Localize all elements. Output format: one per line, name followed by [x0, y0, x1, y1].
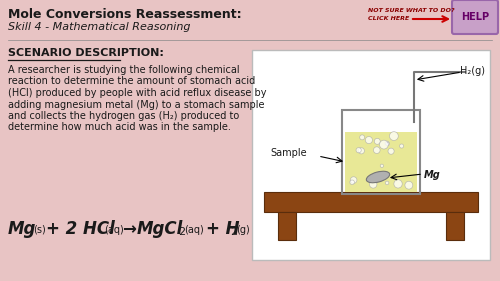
Circle shape	[370, 181, 377, 188]
Text: Mole Conversions Reassessment:: Mole Conversions Reassessment:	[8, 8, 241, 21]
Text: H₂(g): H₂(g)	[460, 66, 485, 76]
Text: HELP: HELP	[461, 12, 489, 22]
Text: (s): (s)	[33, 225, 46, 235]
Circle shape	[374, 138, 380, 144]
Text: SCENARIO DESCRIPTION:: SCENARIO DESCRIPTION:	[8, 48, 164, 58]
Circle shape	[376, 174, 380, 178]
Circle shape	[394, 180, 402, 188]
Text: Mg: Mg	[424, 170, 441, 180]
Circle shape	[400, 144, 404, 148]
Text: →: →	[122, 220, 136, 238]
Text: MgCl: MgCl	[137, 220, 184, 238]
Bar	[252, 50, 490, 260]
Bar	[345, 132, 417, 192]
Text: + 2 HCl: + 2 HCl	[46, 220, 115, 238]
Circle shape	[366, 137, 372, 144]
Circle shape	[350, 177, 357, 183]
Text: Skill 4 - Mathematical Reasoning: Skill 4 - Mathematical Reasoning	[8, 22, 190, 32]
Text: NOT SURE WHAT TO DO?: NOT SURE WHAT TO DO?	[368, 8, 454, 13]
Bar	[278, 212, 296, 240]
Circle shape	[386, 181, 389, 185]
Text: determine how much acid was in the sample.: determine how much acid was in the sampl…	[8, 123, 231, 133]
Text: Sample: Sample	[270, 148, 306, 158]
Bar	[446, 212, 464, 240]
Text: 2: 2	[230, 227, 237, 237]
Text: A researcher is studying the following chemical: A researcher is studying the following c…	[8, 65, 239, 75]
Text: + H: + H	[206, 220, 240, 238]
Circle shape	[360, 135, 364, 140]
Circle shape	[358, 148, 364, 154]
FancyBboxPatch shape	[452, 0, 498, 34]
Ellipse shape	[366, 171, 390, 183]
Circle shape	[390, 132, 398, 140]
Text: 2: 2	[178, 227, 185, 237]
Circle shape	[380, 140, 388, 149]
Circle shape	[380, 164, 384, 167]
Text: (HCl) produced by people with acid reflux disease by: (HCl) produced by people with acid reflu…	[8, 88, 266, 98]
Text: reaction to determine the amount of stomach acid: reaction to determine the amount of stom…	[8, 76, 256, 87]
Bar	[264, 192, 478, 212]
Text: CLICK HERE: CLICK HERE	[368, 16, 409, 21]
Circle shape	[405, 181, 413, 189]
Circle shape	[350, 180, 354, 185]
Text: Mg: Mg	[8, 220, 36, 238]
Bar	[342, 110, 420, 194]
Circle shape	[386, 142, 390, 146]
Text: (aq): (aq)	[184, 225, 204, 235]
Circle shape	[374, 147, 380, 153]
Circle shape	[356, 148, 361, 153]
Circle shape	[385, 141, 389, 145]
Text: adding magnesium metal (Mg) to a stomach sample: adding magnesium metal (Mg) to a stomach…	[8, 99, 264, 110]
Text: (g): (g)	[236, 225, 250, 235]
Text: (aq): (aq)	[104, 225, 124, 235]
Text: and collects the hydrogen gas (H₂) produced to: and collects the hydrogen gas (H₂) produ…	[8, 111, 239, 121]
Circle shape	[388, 148, 394, 154]
